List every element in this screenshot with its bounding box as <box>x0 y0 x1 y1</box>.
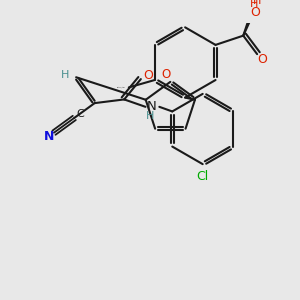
Text: H: H <box>250 0 259 9</box>
Text: C: C <box>76 109 84 119</box>
Text: H: H <box>253 0 261 7</box>
Text: O: O <box>257 53 267 66</box>
Text: methyl_stub: methyl_stub <box>117 86 126 88</box>
Text: H: H <box>146 111 154 121</box>
Text: Cl: Cl <box>196 169 209 183</box>
Text: O: O <box>143 69 153 82</box>
Text: O: O <box>161 68 170 81</box>
Text: O: O <box>252 11 253 12</box>
Text: O: O <box>250 6 260 19</box>
Text: N: N <box>147 100 157 113</box>
Text: N: N <box>44 130 55 143</box>
Text: H: H <box>61 70 69 80</box>
